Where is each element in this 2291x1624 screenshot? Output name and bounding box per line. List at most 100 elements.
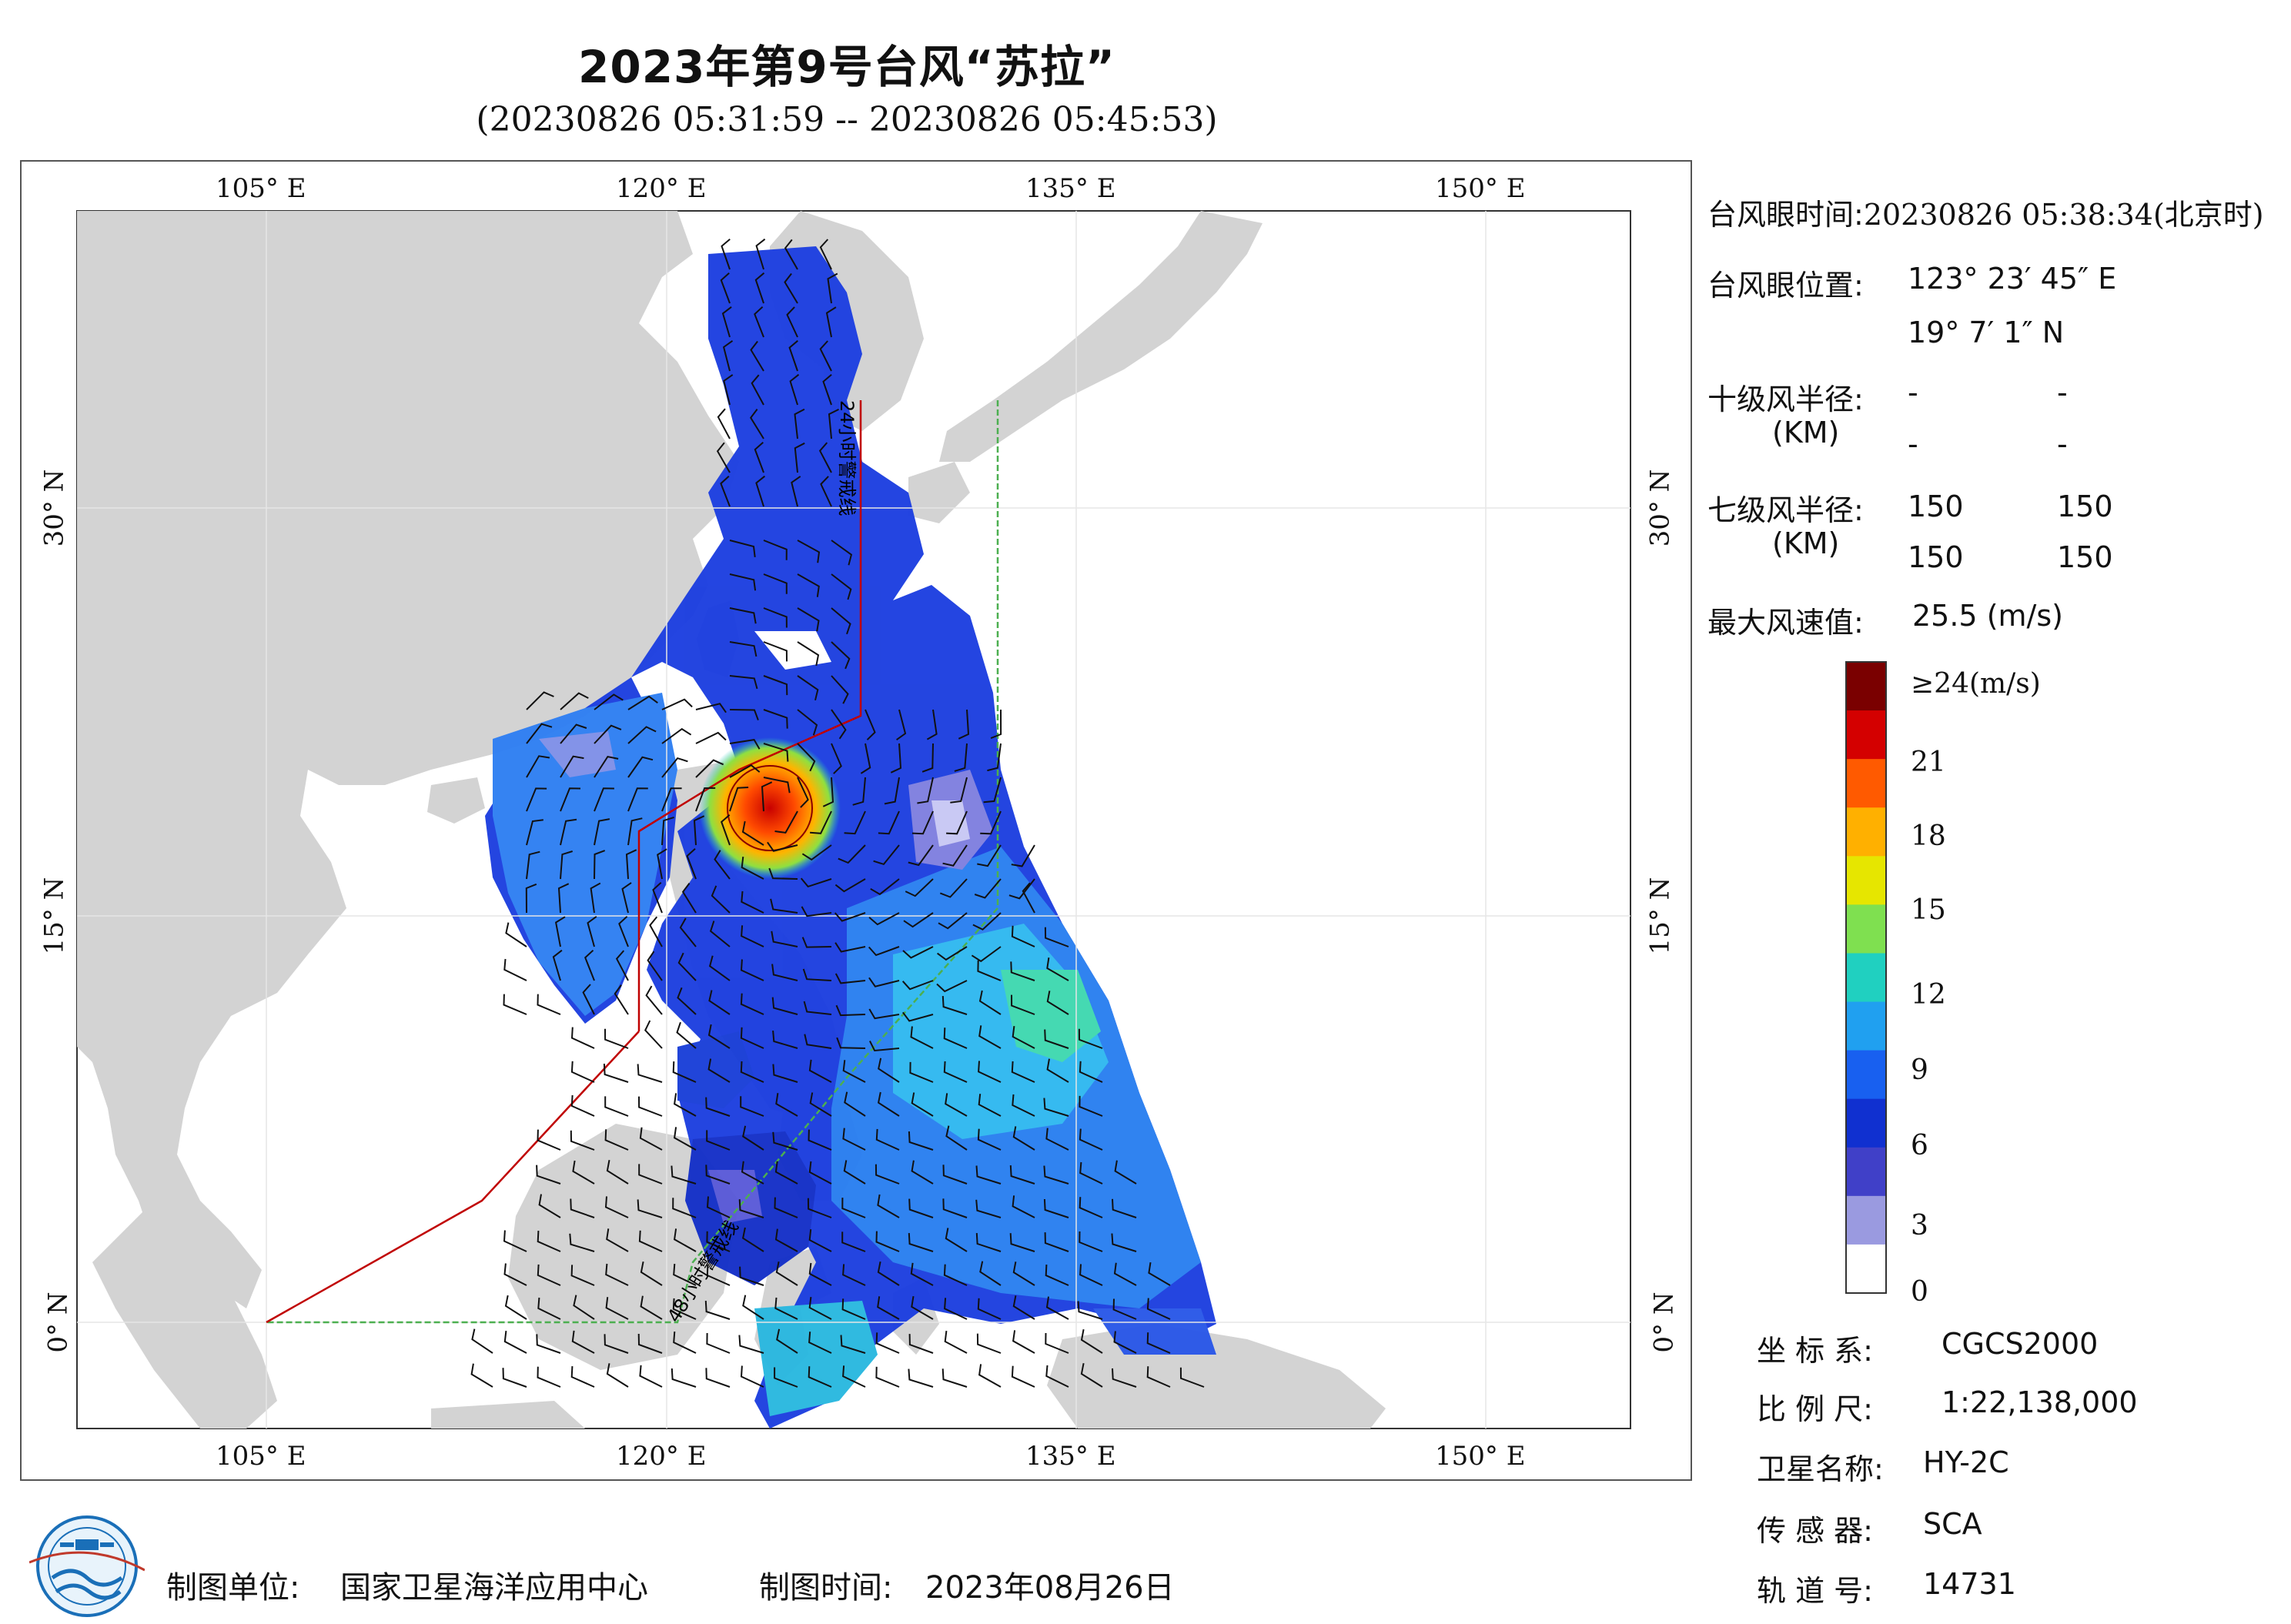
wind-barb — [723, 374, 734, 406]
wind-barb — [945, 1228, 968, 1252]
wind-barb — [943, 1061, 968, 1083]
wind-barb — [505, 922, 527, 947]
wind-barb — [1010, 961, 1035, 981]
wind-barb — [706, 1130, 731, 1151]
wind-barb — [831, 573, 852, 600]
wind-barb — [755, 238, 766, 270]
wind-barb — [941, 996, 968, 1015]
eye-lat: 19° 7′ 1″ N — [1908, 316, 2065, 349]
wind-barb — [1046, 1058, 1069, 1083]
wind-barb — [672, 1198, 697, 1218]
satellite-label: 卫星名称: — [1757, 1452, 1884, 1486]
wind-barb — [704, 1301, 731, 1320]
wind-barb — [808, 1332, 832, 1354]
wind-barb — [868, 1008, 900, 1020]
wind-barb — [980, 810, 1002, 835]
wind-barb — [834, 942, 866, 953]
r10-label: 十级风半径: — [1707, 383, 1864, 416]
wind-barb — [763, 573, 788, 594]
wind-barb — [652, 881, 663, 914]
wind-barb — [800, 877, 832, 888]
wind-barb — [618, 915, 629, 947]
wind-barb — [605, 1297, 629, 1320]
wind-barb — [841, 1231, 866, 1252]
r10-km-label: (KM) — [1772, 416, 1840, 449]
wind-barb — [810, 810, 832, 834]
wind-barb — [594, 850, 606, 880]
wind-barb — [774, 810, 798, 834]
wind-barb — [842, 1365, 866, 1388]
wind-barb — [627, 756, 654, 778]
wind-barb — [640, 1261, 663, 1286]
wind-barb — [676, 1021, 697, 1049]
wind-barb — [526, 850, 540, 880]
r10-value-ne: - — [1908, 376, 1918, 409]
wind-barb — [946, 810, 968, 835]
wind-barb — [763, 709, 788, 729]
wind-barb — [1022, 882, 1035, 914]
max-wind-value: 25.5 (m/s) — [1912, 599, 2063, 633]
wind-barb — [868, 946, 900, 957]
wind-barb — [774, 1297, 798, 1320]
agency-logo-icon — [29, 1515, 145, 1617]
wind-barb — [822, 777, 834, 807]
wind-barb — [827, 272, 838, 304]
wind-barb — [771, 931, 798, 947]
wind-barb — [921, 743, 934, 773]
wind-barb — [729, 787, 749, 812]
wind-barb — [674, 1228, 697, 1252]
wind-barb — [717, 408, 731, 439]
wind-barb — [673, 1332, 697, 1354]
wind-barb — [865, 709, 876, 740]
wind-barb — [606, 1228, 629, 1252]
wind-barb — [1045, 1332, 1069, 1354]
wind-barb — [908, 1368, 934, 1388]
wind-barb — [776, 1328, 798, 1354]
wind-barb — [954, 743, 968, 772]
wind-barb — [627, 726, 657, 744]
wind-barb — [604, 1196, 629, 1218]
wind-barb — [674, 1093, 697, 1117]
wind-barb — [1111, 1233, 1137, 1252]
wind-barb — [877, 1261, 900, 1286]
wind-barb — [560, 787, 581, 812]
wind-barb — [971, 946, 1002, 963]
wind-barb — [525, 883, 537, 914]
wind-barb — [1046, 991, 1069, 1015]
colorbar-swatch — [1846, 856, 1886, 906]
eye-pos-label: 台风眼位置: — [1707, 269, 1864, 302]
wind-barb — [604, 1129, 629, 1151]
y-tick-left-0: 0° N — [42, 1292, 74, 1353]
wind-barb — [503, 994, 527, 1015]
wind-barb — [911, 1160, 934, 1185]
wind-barbs — [470, 238, 1205, 1388]
eye-time-value: 20230826 05:38:34(北京时) — [1863, 198, 2264, 232]
wind-barb — [911, 1295, 934, 1320]
wind-barb — [909, 1061, 934, 1083]
wind-barb — [594, 693, 624, 710]
wind-barb — [901, 980, 934, 991]
wind-barb — [716, 442, 731, 473]
wind-barb — [834, 912, 866, 922]
wind-barb — [818, 442, 832, 473]
wind-barb — [740, 1061, 764, 1083]
wind-barb — [627, 817, 643, 846]
date-label: 制图时间: — [759, 1570, 893, 1606]
wind-barb — [978, 1061, 1002, 1083]
wind-barb — [797, 675, 819, 701]
colorbar-label-18: 18 — [1911, 820, 1946, 852]
wind-barb — [936, 980, 968, 993]
wind-barb — [625, 849, 637, 880]
x-tick-bottom-120: 120° E — [616, 1441, 707, 1472]
warning-line-24h — [637, 400, 862, 1031]
wind-barb — [741, 1227, 764, 1252]
wind-barb — [1146, 1366, 1171, 1388]
wind-barb — [809, 1092, 832, 1117]
wind-barb — [978, 1094, 1002, 1117]
wind-barb — [942, 1165, 968, 1185]
wind-barb — [1113, 1331, 1137, 1354]
wind-barb — [560, 850, 573, 880]
colorbar-label-0: 0 — [1911, 1276, 1928, 1308]
wind-barb — [870, 878, 900, 896]
wind-barb — [942, 844, 968, 867]
